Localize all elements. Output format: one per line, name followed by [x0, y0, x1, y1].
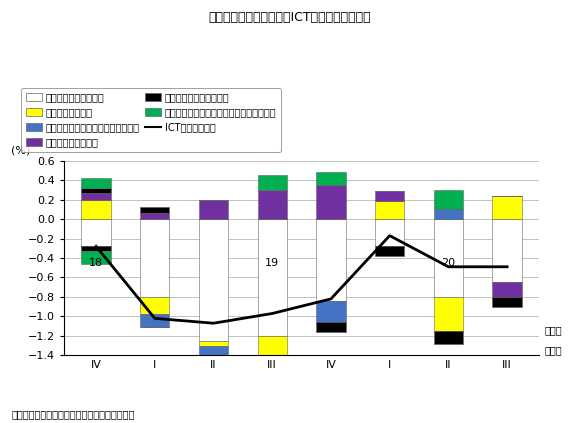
Text: （年）: （年） [545, 345, 563, 355]
Bar [81, 188, 111, 193]
Bar [316, 185, 346, 219]
Bar [492, 297, 522, 307]
Bar [375, 191, 404, 201]
Text: 20: 20 [441, 258, 455, 268]
Bar [258, 336, 287, 390]
Bar [316, 219, 346, 301]
Bar [140, 213, 169, 219]
Bar [375, 246, 404, 256]
Bar [316, 301, 346, 322]
Bar [199, 219, 228, 341]
Bar [316, 173, 346, 185]
Bar [258, 175, 287, 190]
Text: (%): (%) [11, 145, 30, 155]
Bar [434, 297, 463, 331]
Bar [199, 357, 228, 360]
Bar [492, 196, 522, 219]
Bar [434, 219, 463, 297]
Bar [199, 346, 228, 357]
Bar [81, 200, 111, 219]
Bar [375, 201, 404, 219]
Bar [199, 200, 228, 219]
Text: 鉱工業生産指数に占めるICT関連品目の寄与度: 鉱工業生産指数に占めるICT関連品目の寄与度 [209, 11, 371, 24]
Bar [434, 209, 463, 219]
Bar [81, 251, 111, 264]
Bar [492, 219, 522, 283]
Bar [199, 341, 228, 346]
Bar [434, 190, 463, 209]
Bar [81, 219, 111, 246]
Bar [81, 193, 111, 200]
Bar [492, 283, 522, 297]
Text: （出所）経済産業省「鉱工業指数」より作成。: （出所）経済産業省「鉱工業指数」より作成。 [12, 409, 135, 419]
Bar [258, 397, 287, 401]
Legend: その他の品目・寄与度, 集積回路・寄与度, 電子部品・回路・デバイス・寄与度, 電子計算機・寄与度, 民生用電子機械・寄与度, 半導体・フラットパネル製造装置・: その他の品目・寄与度, 集積回路・寄与度, 電子部品・回路・デバイス・寄与度, … [21, 88, 281, 152]
Bar [140, 297, 169, 314]
Bar [140, 219, 169, 297]
Bar [81, 246, 111, 251]
Bar [140, 314, 169, 327]
Text: 19: 19 [265, 258, 280, 268]
Bar [258, 190, 287, 219]
Bar [316, 322, 346, 332]
Bar [81, 178, 111, 188]
Bar [258, 219, 287, 336]
Text: 18: 18 [89, 258, 103, 268]
Text: （期）: （期） [545, 325, 563, 335]
Bar [258, 390, 287, 397]
Bar [140, 207, 169, 213]
Bar [375, 219, 404, 246]
Bar [434, 331, 463, 343]
